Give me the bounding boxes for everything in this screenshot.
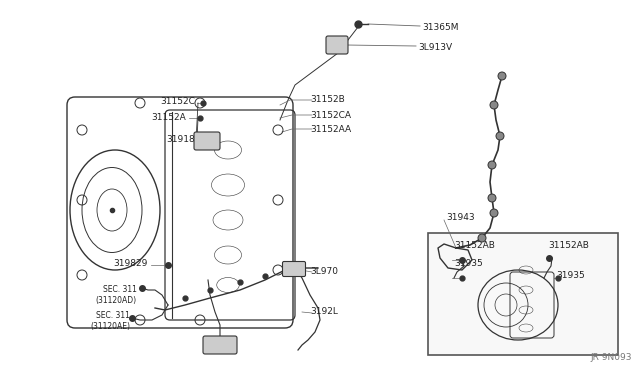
Ellipse shape (496, 132, 504, 140)
Text: 3192L: 3192L (310, 308, 338, 317)
Text: 31152CA: 31152CA (310, 110, 351, 119)
Text: 31152AA: 31152AA (310, 125, 351, 134)
Text: 31935: 31935 (454, 260, 483, 269)
Text: JR 9N093: JR 9N093 (591, 353, 632, 362)
Text: 3L970: 3L970 (310, 267, 338, 276)
FancyBboxPatch shape (326, 36, 348, 54)
FancyBboxPatch shape (203, 336, 237, 354)
Text: 31152B: 31152B (310, 96, 345, 105)
Text: SEC. 311: SEC. 311 (96, 311, 130, 321)
Ellipse shape (498, 72, 506, 80)
Ellipse shape (488, 161, 496, 169)
Text: 31935: 31935 (556, 272, 585, 280)
Text: (31120AD): (31120AD) (96, 296, 137, 305)
FancyBboxPatch shape (194, 132, 220, 150)
Ellipse shape (488, 194, 496, 202)
Text: 31152AB: 31152AB (454, 241, 495, 250)
Text: 319829: 319829 (114, 260, 148, 269)
Ellipse shape (490, 101, 498, 109)
Ellipse shape (478, 234, 486, 242)
Text: (31120AE): (31120AE) (90, 323, 130, 331)
FancyBboxPatch shape (282, 262, 305, 276)
Ellipse shape (490, 209, 498, 217)
Text: SEC. 311: SEC. 311 (103, 285, 137, 295)
Text: 31152C: 31152C (160, 97, 195, 106)
Text: 31152AB: 31152AB (548, 241, 589, 250)
Text: 31945: 31945 (204, 341, 232, 350)
Text: 3L913V: 3L913V (418, 42, 452, 51)
Text: 31918: 31918 (166, 135, 195, 144)
Text: 31152A: 31152A (151, 112, 186, 122)
Text: 31365M: 31365M (422, 23, 458, 32)
Text: 31943: 31943 (446, 214, 475, 222)
Bar (428, 233, 618, 355)
